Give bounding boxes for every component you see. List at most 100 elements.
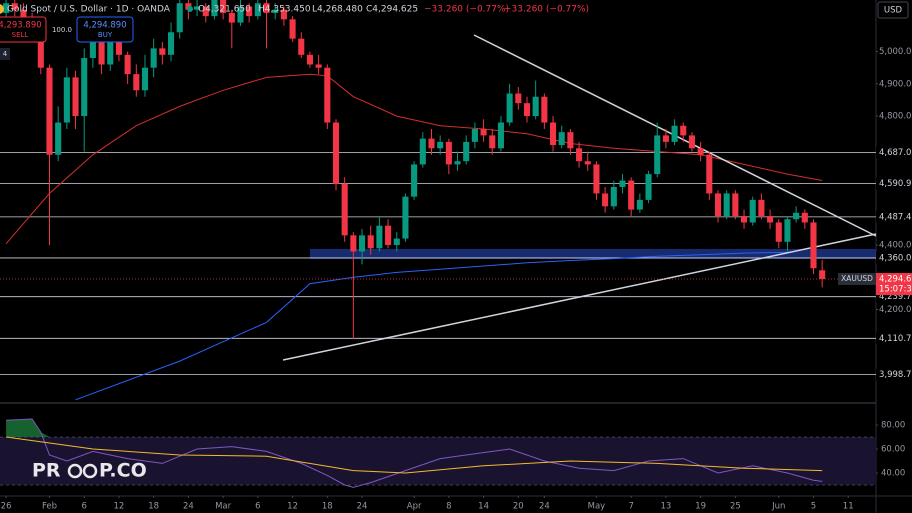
- x-tick-label: 19: [695, 502, 706, 512]
- candle-body: [220, 0, 227, 13]
- candle-body: [602, 193, 609, 207]
- x-tick-label: 24: [357, 502, 368, 512]
- candle-body: [72, 77, 79, 117]
- candle-body: [159, 48, 166, 55]
- level-label: 4,360.0: [879, 253, 911, 263]
- candle-body: [662, 135, 669, 142]
- x-tick-label: 12: [114, 502, 125, 512]
- ohlc-change: −33.260 (−0.77%): [424, 5, 509, 15]
- candle-body: [740, 216, 748, 223]
- level-label-box: [876, 332, 912, 345]
- candle-body: [272, 9, 279, 13]
- x-tick-label: 5: [811, 502, 816, 512]
- candle-body: [358, 235, 366, 252]
- candle-body: [298, 38, 305, 55]
- ohlc-low: L4,268.480: [312, 5, 363, 15]
- candle-body: [541, 96, 548, 123]
- x-tick-label: Feb: [42, 502, 57, 512]
- candle-body: [810, 222, 817, 269]
- candle-body: [202, 6, 209, 17]
- candle-body: [89, 32, 96, 59]
- trendline: [282, 233, 877, 361]
- x-tick-label: 24: [183, 502, 194, 512]
- candle-body: [228, 12, 235, 23]
- candle-body: [246, 6, 253, 17]
- candle-body: [419, 138, 426, 165]
- watermark: PR P.CO: [32, 460, 147, 482]
- y-tick-label: 80.00: [881, 421, 905, 431]
- candle-body: [289, 19, 296, 39]
- candle-body: [133, 74, 140, 91]
- candle-body: [489, 135, 496, 149]
- buy-button[interactable]: [76, 16, 134, 43]
- candle-body: [523, 103, 531, 117]
- candle-body: [20, 9, 27, 20]
- level-label-box: [876, 368, 912, 381]
- candle-body: [385, 225, 392, 246]
- candle-body: [211, 0, 218, 17]
- candle-body: [437, 141, 444, 149]
- header: Gold Spot / U.S. Dollar · 1D · OANDA O4,…: [0, 1, 909, 60]
- candle-body: [706, 154, 713, 194]
- candle-body: [497, 122, 504, 149]
- support-zone: [310, 248, 876, 259]
- y-tick-label: 4,900.0: [879, 79, 911, 89]
- price-pane: [0, 0, 877, 401]
- candle-body: [654, 135, 661, 175]
- buy-price: 4,294.890: [83, 21, 126, 31]
- candle-body: [150, 48, 157, 68]
- buy-label: BUY: [98, 31, 113, 39]
- symbol-tag: XAUUSD: [841, 274, 873, 283]
- candle-body: [81, 58, 88, 117]
- oscillator-pane: [0, 418, 876, 488]
- candle-body: [141, 67, 149, 91]
- candle-body: [584, 161, 591, 165]
- candle-body: [506, 93, 513, 123]
- level-label: 4,487.4: [879, 212, 911, 222]
- x-tick-label: 8: [446, 502, 451, 512]
- x-tick-label: 6: [82, 502, 87, 512]
- x-tick-label: Mar: [215, 502, 232, 512]
- y-tick-label: 4,200.0: [879, 305, 911, 315]
- x-tick-label: 20: [513, 502, 524, 512]
- currency-box[interactable]: [877, 1, 909, 19]
- candle-body: [445, 141, 452, 165]
- candle-body: [237, 6, 244, 23]
- candle-body: [480, 128, 487, 136]
- oscillator-line: [6, 436, 823, 474]
- level-label: 4,110.7: [879, 334, 911, 344]
- candle-body: [680, 125, 687, 136]
- x-tick-label: Jun: [771, 502, 785, 512]
- candle-body: [567, 132, 574, 149]
- candle-body: [63, 77, 70, 123]
- ohlc-close: C4,294.625: [366, 5, 418, 15]
- x-tick-label: 12: [287, 502, 298, 512]
- x-tick-label: 24: [539, 502, 550, 512]
- y-tick-label: 40.00: [881, 469, 905, 479]
- y-tick-label: 60.00: [881, 445, 905, 455]
- candle-body: [324, 67, 331, 123]
- level-label-box: [876, 177, 912, 190]
- symbol-tag-box: [838, 273, 876, 286]
- candle-body: [332, 122, 340, 184]
- spread: 100.0: [52, 26, 72, 34]
- axes: 4,687.0 4,590.9 4,487.4 4,360.0 4,239.7 4,110…: [1, 47, 912, 512]
- candle-body: [688, 135, 695, 149]
- candle-body: [55, 122, 62, 155]
- sell-button[interactable]: [0, 16, 47, 43]
- candle-body: [732, 193, 739, 217]
- sell-label: SELL: [12, 31, 29, 39]
- candle-body: [454, 161, 461, 165]
- candle-body: [167, 32, 175, 55]
- x-tick-label: 25: [730, 502, 741, 512]
- candle-body: [37, 25, 44, 68]
- candle-body: [636, 199, 643, 210]
- candle-body: [393, 238, 400, 246]
- counter-box[interactable]: [0, 48, 10, 60]
- candle-body: [263, 3, 270, 13]
- y-tick-label: 5,000.0: [879, 47, 911, 57]
- candle-body: [549, 122, 557, 146]
- x-tick-label: 18: [322, 502, 333, 512]
- candle-body: [306, 54, 313, 65]
- candle-body: [619, 180, 626, 187]
